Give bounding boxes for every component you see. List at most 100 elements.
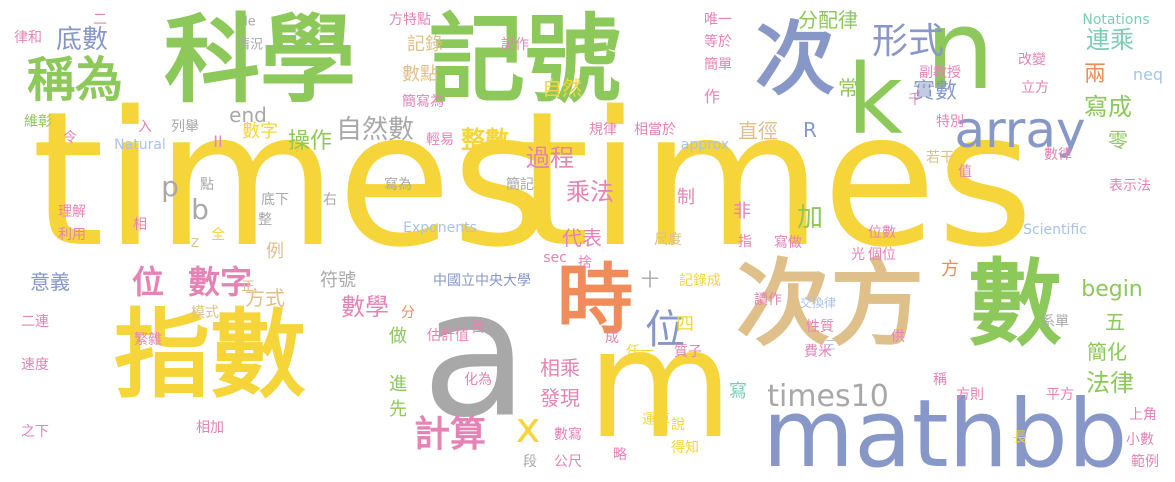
- word-fangtedian: 方特點: [389, 12, 431, 28]
- word-natural: Natural: [114, 137, 166, 153]
- word-jiaohuanlu: 交換律: [799, 296, 837, 310]
- word-gongchi: 公尺: [554, 454, 582, 470]
- word-er: 二: [93, 12, 107, 28]
- word-times10: times10: [767, 379, 889, 414]
- word-feimi: 費米: [804, 344, 832, 360]
- word-qingkuang: 情況: [236, 37, 264, 53]
- word-xiaoshu: 小數: [1126, 432, 1154, 448]
- word-jin: 進: [389, 374, 407, 395]
- word-shudian: 數點: [402, 64, 438, 85]
- word-II: II: [213, 132, 223, 151]
- word-fujiaoshou: 副教授: [919, 65, 961, 81]
- word-erlian: 二連: [21, 314, 49, 330]
- word-pingfang: 平方: [1046, 387, 1074, 403]
- word-ci: 次: [755, 13, 835, 106]
- word-xiangcheng: 相乘: [540, 356, 580, 380]
- word-jia: 加: [796, 203, 824, 233]
- word-p: p: [161, 170, 179, 203]
- word-xiezuo: 寫做: [774, 235, 802, 251]
- word-li: 例: [266, 241, 284, 262]
- word-ziran: 自然: [542, 76, 582, 100]
- word-exponents: Exponents: [403, 220, 477, 236]
- word-liyong: 利用: [58, 227, 86, 243]
- word-bai: 百: [471, 320, 485, 336]
- word-mathbb: mathbb: [762, 380, 1128, 482]
- word-zuo-make: 作: [703, 87, 721, 106]
- word-tebie: 特別: [936, 114, 964, 130]
- word-xidan: 系單: [1041, 314, 1069, 330]
- word-m: m: [586, 298, 734, 472]
- word-shuxue: 數學: [341, 293, 389, 321]
- word-xingzhi: 性質: [806, 319, 834, 335]
- word-zuo: 做: [389, 326, 407, 347]
- word-qian: 千: [908, 92, 922, 108]
- word-gujizhi: 估計值: [427, 328, 469, 344]
- word-gaibian: 改變: [1018, 52, 1046, 68]
- word-xiangdangyu: 相當於: [634, 122, 676, 138]
- word-fuhao: 符號: [320, 270, 356, 291]
- word-gewei: 個位: [868, 247, 896, 263]
- word-zhixia: 之下: [21, 424, 49, 440]
- word-approx: approx: [680, 137, 730, 153]
- word-fanza: 繁雜: [134, 332, 162, 348]
- word-dezhi: 得知: [671, 440, 699, 456]
- word-shu: 數: [967, 250, 1063, 359]
- word-dian: 點: [200, 177, 214, 193]
- word-gong: 供: [891, 329, 905, 345]
- word-lue: 略: [613, 447, 627, 463]
- word-ruogan: 若干: [926, 150, 954, 166]
- word-x: x: [515, 403, 541, 452]
- word-ling-command: 令: [63, 130, 77, 146]
- word-wei-1: 位: [645, 307, 685, 353]
- word-quan: 全: [211, 227, 225, 243]
- word-ncu: 中國立中央大學: [433, 273, 531, 289]
- word-sec: sec: [543, 250, 567, 266]
- word-jisuan: 計算: [413, 414, 487, 455]
- word-shuzi-2: 數字: [242, 121, 278, 142]
- word-k: k: [847, 44, 903, 156]
- word-zhijing: 直徑: [738, 119, 778, 143]
- word-times-2: times: [516, 71, 1034, 288]
- word-zhishu: 指數: [114, 299, 306, 411]
- word-guang: 光: [851, 247, 865, 263]
- word-n: n: [925, 0, 995, 114]
- word-ziranshu: 自然數: [335, 115, 415, 145]
- word-biaoshifa: 表示法: [1109, 178, 1151, 194]
- word-chengwei: 稱為: [26, 52, 124, 108]
- word-cifang: 次方: [735, 250, 925, 359]
- word-liang: 兩: [1083, 62, 1107, 87]
- word-shuzi-1: 數字: [187, 263, 253, 301]
- word-zhi-value: 值: [958, 164, 972, 180]
- word-xiecheng: 寫成: [1084, 93, 1132, 121]
- word-xiewei: 寫為: [384, 177, 412, 193]
- word-xie: 寫: [729, 381, 747, 402]
- word-chidu: 尺度: [654, 232, 682, 248]
- word-shangjiao: 上角: [1129, 407, 1157, 423]
- word-san: 三: [823, 338, 837, 352]
- word-sudu: 速度: [21, 357, 49, 373]
- word-lifang: 立方: [1021, 80, 1049, 96]
- word-lieju: 列舉: [171, 119, 199, 135]
- word-jiandan: 簡單: [704, 57, 732, 73]
- word-caozuo: 操作: [287, 129, 333, 154]
- word-duzuo: 讀作: [754, 292, 782, 308]
- word-xiang: 相: [133, 217, 147, 233]
- word-jilu: 記錄: [407, 34, 443, 55]
- word-wei-2: 位: [131, 263, 165, 301]
- word-scientific: Scientific: [1023, 222, 1087, 238]
- word-dengyu: 等於: [704, 34, 732, 50]
- word-zheng: 正: [241, 279, 255, 295]
- word-huawei: 化為: [464, 372, 492, 388]
- word-cheng: 成: [605, 330, 619, 346]
- word-Z: Z: [190, 236, 200, 250]
- word-she: 捨: [578, 255, 592, 271]
- word-fenpeilu: 分配律: [798, 8, 858, 32]
- word-luhe: 律和: [14, 30, 42, 46]
- word-xingshi: 形式: [871, 21, 945, 62]
- word-fen: 分: [401, 305, 415, 321]
- word-cheng-call: 稱: [933, 372, 947, 388]
- word-guilu: 規律: [589, 122, 617, 138]
- word-moshi: 模式: [191, 305, 219, 321]
- word-le: le: [244, 14, 256, 30]
- word-wu: 五: [1105, 310, 1125, 334]
